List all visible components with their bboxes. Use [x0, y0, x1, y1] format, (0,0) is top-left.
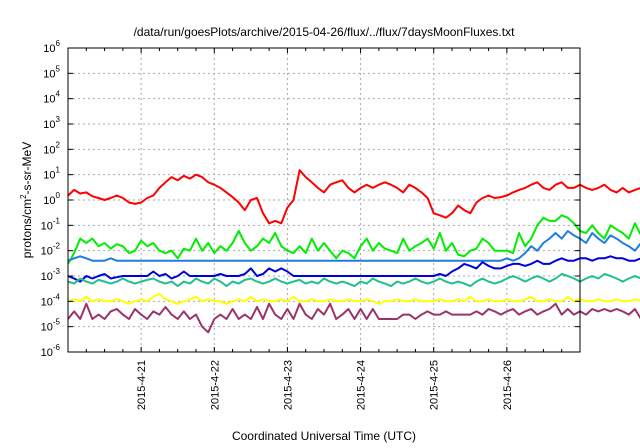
- y-tick-label: 100: [43, 191, 60, 207]
- y-tick-base: 10: [43, 94, 55, 106]
- y-tick-base: 10: [41, 220, 53, 232]
- series-line-4: [67, 273, 640, 288]
- x-tick-label: 2015-4-24: [356, 360, 368, 410]
- chart-title: /data/run/goesPlots/archive/2015-04-26/f…: [134, 25, 516, 39]
- y-tick-exp: -1: [53, 216, 61, 225]
- series-group: [67, 169, 640, 334]
- y-tick-label: 10-2: [41, 242, 61, 258]
- x-axis: 2015-4-21 2015-4-22 2015-4-23 2015-4-24 2015…: [85, 48, 563, 410]
- y-tick-exp: 3: [56, 115, 61, 124]
- x-tick-label: 2015-4-26: [502, 360, 514, 410]
- y-axis-title-pre: protons/cm: [20, 199, 34, 258]
- y-tick-label: 105: [43, 64, 60, 80]
- y-tick-exp: -4: [53, 292, 61, 301]
- y-tick-label: 104: [43, 90, 60, 106]
- y-axis-title: protons/cm2-s-sr-MeV: [19, 142, 34, 258]
- y-tick-exp: -6: [53, 343, 61, 352]
- y-tick-label: 103: [43, 115, 60, 131]
- y-tick-exp: 2: [56, 140, 61, 149]
- y-tick-label: 10-1: [41, 216, 61, 232]
- y-tick-base: 10: [43, 195, 55, 207]
- x-tick-label: 2015-4-22: [209, 360, 221, 410]
- y-tick-base: 10: [41, 347, 53, 359]
- y-tick-label: 106: [43, 39, 60, 55]
- y-tick-base: 10: [43, 144, 55, 156]
- series-line-5: [67, 292, 640, 305]
- y-axis-title-post: -s-sr-MeV: [20, 142, 34, 195]
- series-line-1: [67, 214, 640, 265]
- y-tick-exp: -3: [53, 267, 61, 276]
- series-line-0: [67, 169, 640, 225]
- y-tick-exp: 4: [56, 90, 61, 99]
- x-axis-title: Coordinated Universal Time (UTC): [232, 429, 416, 443]
- y-axis: 10-610-510-410-310-210-11001011021031041…: [41, 39, 580, 359]
- y-tick-label: 10-5: [41, 318, 61, 334]
- y-tick-base: 10: [43, 119, 55, 131]
- series-line-6: [67, 302, 640, 334]
- y-tick-base: 10: [41, 296, 53, 308]
- y-tick-base: 10: [41, 322, 53, 334]
- y-tick-exp: -5: [53, 318, 61, 327]
- y-tick-exp: -2: [53, 242, 61, 251]
- y-tick-base: 10: [41, 271, 53, 283]
- y-tick-exp: 5: [56, 64, 61, 73]
- y-tick-base: 10: [41, 246, 53, 258]
- y-tick-exp: 1: [56, 166, 61, 175]
- y-tick-base: 10: [43, 43, 55, 55]
- x-tick-label: 2015-4-21: [136, 360, 148, 410]
- y-tick-base: 10: [43, 170, 55, 182]
- y-tick-label: 10-6: [41, 343, 61, 359]
- y-tick-label: 10-4: [41, 292, 61, 308]
- y-tick-label: 10-3: [41, 267, 61, 283]
- y-tick-label: 102: [43, 140, 60, 156]
- y-tick-exp: 0: [56, 191, 61, 200]
- grid: [68, 48, 580, 352]
- y-axis-title-sup: 2: [19, 194, 28, 199]
- y-tick-exp: 6: [56, 39, 61, 48]
- series-line-3: [67, 255, 640, 283]
- x-tick-label: 2015-4-23: [282, 360, 294, 410]
- series-line-2: [67, 230, 640, 262]
- y-tick-base: 10: [43, 68, 55, 80]
- x-tick-label: 2015-4-25: [429, 360, 441, 410]
- y-tick-label: 101: [43, 166, 60, 182]
